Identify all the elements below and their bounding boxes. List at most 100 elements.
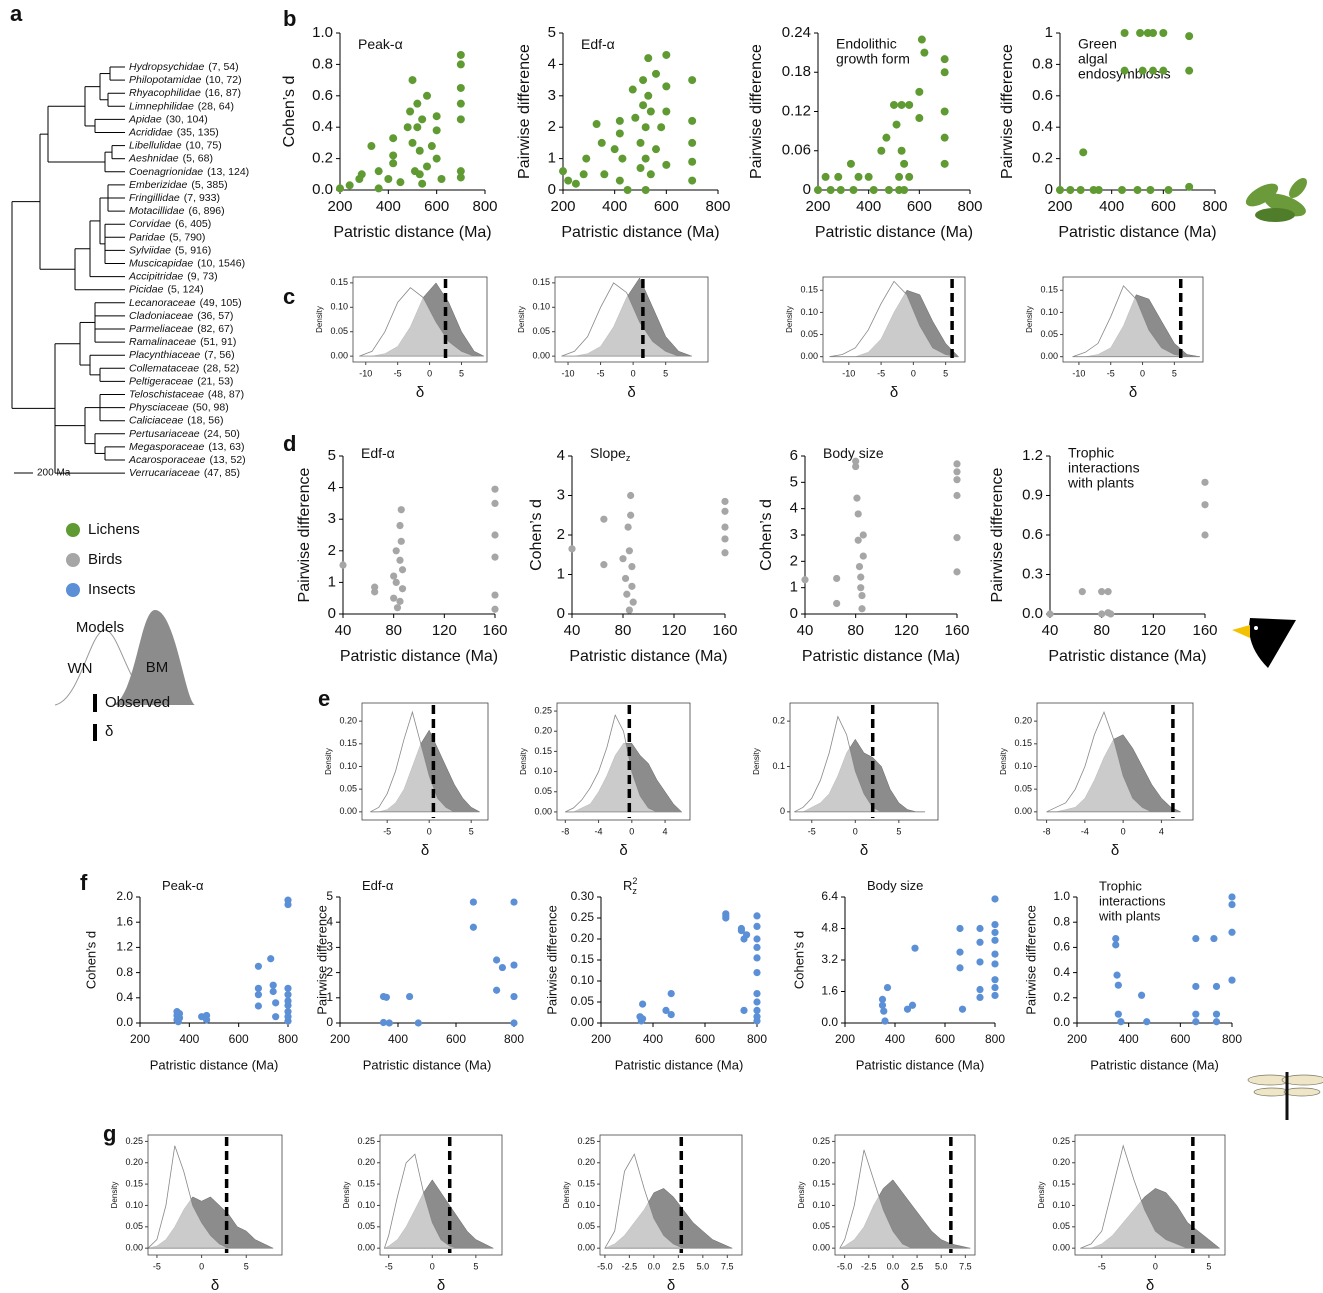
y-tick-label: 4 — [548, 55, 556, 72]
data-point — [721, 507, 729, 515]
data-point — [976, 985, 984, 994]
panel-title-main: Edf-α — [581, 36, 615, 52]
taxon-counts: (10, 75) — [186, 139, 222, 151]
y-axis-label: Density — [315, 306, 324, 333]
data-point — [1192, 982, 1200, 991]
data-point — [1185, 182, 1194, 191]
data-point — [1212, 1018, 1221, 1026]
x-tick-label: 400 — [643, 1032, 663, 1046]
data-point — [854, 510, 862, 518]
x-tick-label: 40 — [1042, 622, 1059, 639]
x-tick-label: 200 — [591, 1032, 611, 1046]
x-axis-label: δ — [627, 384, 635, 401]
data-point — [688, 157, 697, 166]
data-point — [991, 895, 999, 903]
data-point — [753, 935, 761, 943]
data-point — [753, 922, 761, 931]
data-point — [396, 556, 404, 564]
x-tick-label: 5 — [663, 368, 668, 378]
legend-delta: δ — [105, 723, 113, 740]
y-tick-label: 0.05 — [577, 1221, 595, 1231]
data-point — [619, 555, 627, 563]
panel-title-main: R — [623, 878, 632, 893]
legend-observed-bar — [93, 694, 97, 712]
taxon-counts: (13, 52) — [209, 454, 245, 466]
y-axis-label: Pairwise difference — [544, 905, 559, 1015]
data-point — [415, 170, 424, 179]
data-point — [408, 138, 417, 147]
taxon-name: Cladoniaceae — [129, 310, 193, 322]
y-tick-label: 0.05 — [800, 329, 818, 339]
data-point — [510, 992, 518, 1001]
data-point — [940, 107, 949, 116]
x-axis-label: δ — [1146, 1277, 1154, 1293]
y-tick-label: 0.05 — [812, 1221, 830, 1231]
data-point — [1228, 900, 1236, 909]
x-tick-label: 5 — [244, 1261, 249, 1271]
data-point — [753, 1017, 761, 1025]
taxon-counts: (82, 67) — [197, 323, 233, 335]
x-tick-label: 600 — [229, 1032, 249, 1046]
data-point — [639, 1015, 647, 1023]
data-point — [493, 956, 501, 964]
data-point — [1185, 32, 1194, 41]
panel-label: a — [10, 1, 23, 26]
plot-frame — [822, 276, 966, 363]
x-tick-label: 600 — [907, 198, 932, 215]
taxon-label: Picidae (5, 124) — [129, 283, 204, 295]
taxon-label: Libellulidae (10, 75) — [129, 139, 222, 151]
data-point — [1192, 934, 1200, 943]
x-tick-label: 80 — [847, 622, 864, 639]
data-point — [753, 943, 761, 952]
x-tick-label: 400 — [1119, 1032, 1139, 1046]
data-point — [615, 176, 624, 185]
taxon-label: Paridae (5, 790) — [129, 231, 205, 243]
data-point — [1113, 971, 1121, 979]
y-tick-label: 3 — [548, 87, 556, 104]
data-point — [396, 521, 404, 530]
data-point — [627, 511, 635, 519]
taxon-name: Philopotamidae — [129, 74, 202, 86]
data-point — [456, 99, 465, 108]
data-point — [976, 938, 984, 946]
x-tick-label: 5 — [896, 826, 901, 836]
x-tick-label: -5 — [1107, 368, 1115, 378]
data-point — [722, 914, 730, 922]
y-tick-label: 0.00 — [1052, 1243, 1070, 1253]
y-tick-label: 3 — [557, 486, 565, 503]
taxon-counts: (28, 52) — [203, 362, 239, 374]
y-tick-label: 0.25 — [534, 705, 552, 715]
taxon-counts: (18, 56) — [187, 414, 223, 426]
y-tick-label: 3.2 — [821, 952, 838, 966]
y-tick-label: 0.15 — [571, 952, 595, 966]
panel-title: Peak-α — [162, 878, 204, 893]
taxon-counts: (5, 124) — [167, 283, 203, 295]
data-point — [491, 605, 499, 613]
data-point — [833, 599, 841, 608]
plot-frame — [352, 276, 488, 363]
data-point — [821, 172, 830, 181]
x-tick-label: 400 — [388, 1032, 408, 1046]
y-tick-label: 0.9 — [1022, 486, 1043, 503]
data-point — [284, 1001, 292, 1009]
wn-density — [829, 280, 959, 358]
x-tick-label: 160 — [1192, 622, 1217, 639]
y-tick-label: 0.10 — [1014, 761, 1032, 771]
data-point — [737, 927, 746, 935]
data-point — [374, 167, 383, 176]
x-tick-label: 800 — [957, 198, 982, 215]
taxon-name: Aeshnidae — [128, 152, 179, 164]
data-point — [1098, 588, 1106, 596]
data-point — [892, 120, 901, 129]
y-tick-label: 5 — [326, 889, 333, 903]
data-point — [631, 113, 640, 122]
y-tick-label: 0.00 — [357, 1243, 375, 1253]
x-tick-label: -10 — [562, 368, 575, 378]
data-point — [571, 179, 580, 188]
y-tick-label: 3 — [790, 526, 798, 543]
y-axis-label: Density — [324, 748, 333, 775]
x-tick-label: 160 — [944, 622, 969, 639]
data-point — [917, 35, 926, 44]
x-tick-label: -10 — [359, 368, 372, 378]
y-tick-label: 0.8 — [1053, 914, 1070, 928]
